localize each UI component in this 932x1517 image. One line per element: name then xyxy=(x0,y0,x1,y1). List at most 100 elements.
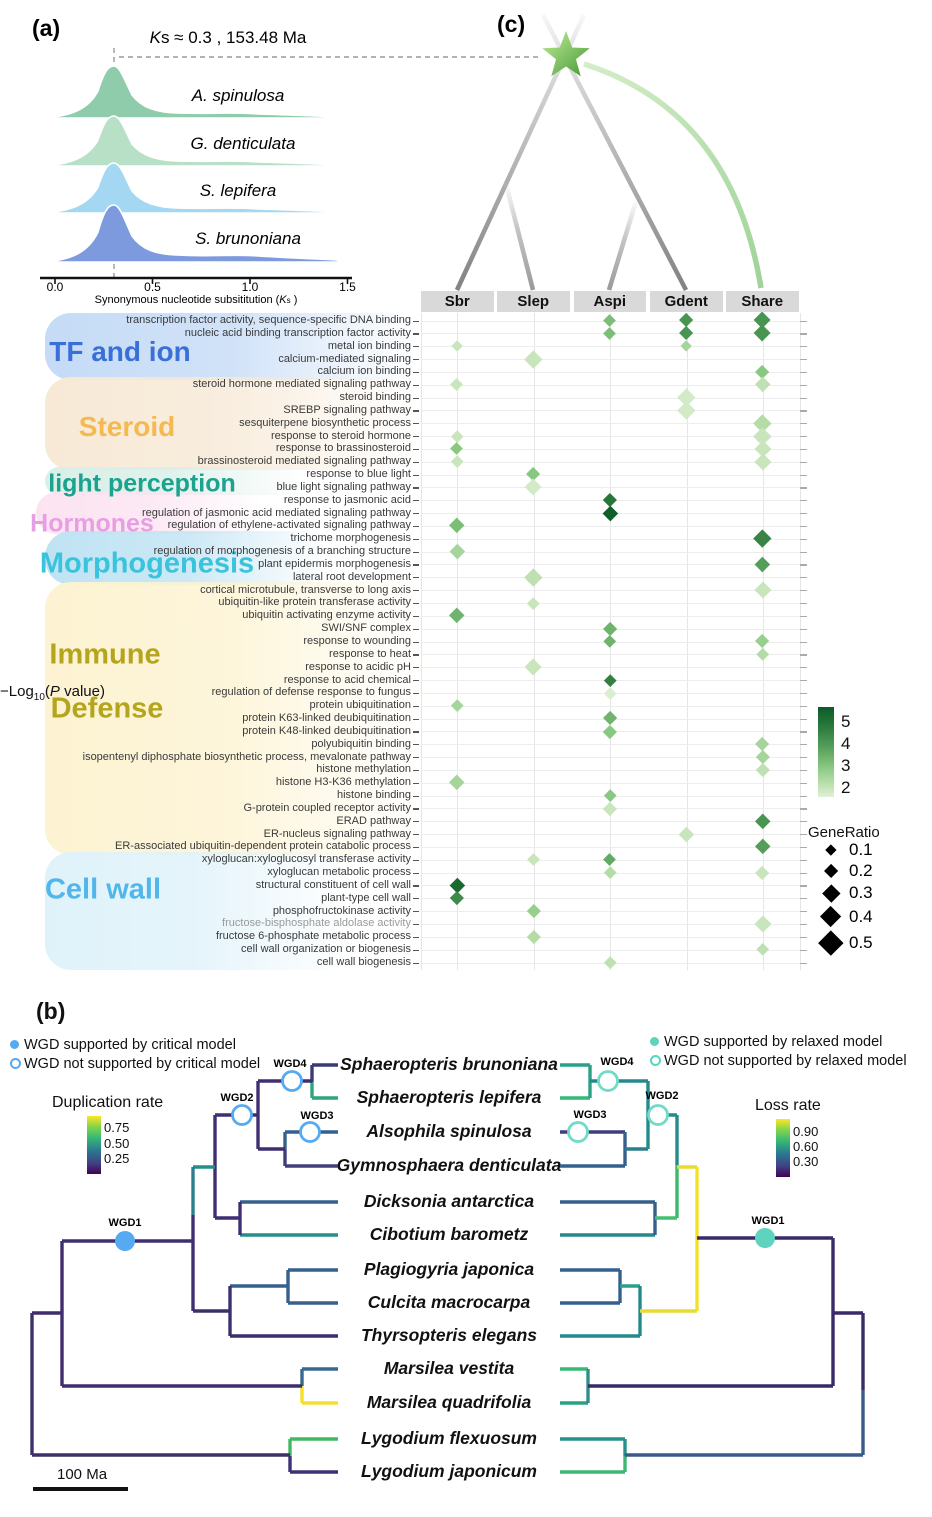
wgd3-label: WGD3 xyxy=(574,1109,607,1121)
go-term-label: response to blue light xyxy=(306,468,411,481)
row-tick-left xyxy=(413,641,419,643)
gridline-horizontal xyxy=(421,846,800,848)
row-tick-right xyxy=(800,564,807,566)
ridge-s-brunoniana xyxy=(43,204,345,263)
wgd3-label: WGD3 xyxy=(301,1110,334,1122)
row-tick-right xyxy=(800,320,807,322)
wgd3-open-circle xyxy=(299,1121,321,1143)
go-term-label: histone H3-K36 methylation xyxy=(275,776,411,789)
diamond-mark xyxy=(603,853,617,867)
gridline-horizontal xyxy=(421,949,800,951)
legend-relaxed-notsupported: WGD not supported by relaxed model xyxy=(664,1053,907,1069)
category-blob xyxy=(45,466,303,496)
diamond-mark xyxy=(524,568,543,587)
row-tick-right xyxy=(800,731,807,733)
diamond-mark xyxy=(524,658,543,676)
go-term-label: histone methylation xyxy=(316,763,411,776)
row-tick-left xyxy=(413,628,419,630)
go-term-label: calcium ion binding xyxy=(317,365,411,378)
pvalue-legend-title: −Log10(P value) xyxy=(0,683,105,703)
category-blob xyxy=(45,851,351,971)
category-label: Defense xyxy=(50,692,164,725)
pvalue-colorbar xyxy=(818,707,834,797)
generatio-value: 0.3 xyxy=(849,883,873,902)
wgd1-filled-circle xyxy=(755,1228,775,1248)
diamond-mark xyxy=(527,853,540,867)
gridline-horizontal xyxy=(421,538,800,540)
row-tick-left xyxy=(413,448,419,451)
row-tick-left xyxy=(413,692,419,695)
go-term-label: calcium-mediated signaling xyxy=(278,352,411,365)
diamond-mark xyxy=(603,634,617,649)
row-tick-left xyxy=(413,461,419,463)
row-tick-left xyxy=(413,423,419,425)
go-term-label: xyloglucan:xyloglucosyl transferase acti… xyxy=(201,853,411,866)
pvalue-tick: 4 xyxy=(841,734,851,753)
diamond-mark xyxy=(603,789,616,802)
loss-rate-colorbar xyxy=(776,1119,790,1177)
species-name: Culcita macrocarpa xyxy=(367,1292,531,1312)
row-tick-right xyxy=(800,423,807,425)
diamond-mark xyxy=(754,453,771,471)
species-name: Marsilea quadrifolia xyxy=(366,1392,532,1412)
row-tick-right xyxy=(800,744,807,746)
row-tick-right xyxy=(800,436,807,438)
wgd-markers-relaxed: WGD1 WGD2 WGD3 WGD4 xyxy=(567,1056,785,1248)
category-label: Cell wall xyxy=(44,873,162,906)
species-name: Cibotium barometz xyxy=(369,1224,529,1244)
column-header-sbr: Sbr xyxy=(421,291,494,312)
x-tick: 1.5 xyxy=(339,280,356,294)
go-term-label: response to acid chemical xyxy=(283,673,411,686)
row-tick-left xyxy=(413,923,419,926)
row-tick-right xyxy=(800,397,807,399)
category-blob xyxy=(45,376,417,470)
gridline-horizontal xyxy=(421,911,800,913)
row-tick-right xyxy=(800,359,807,361)
row-tick-right xyxy=(800,538,807,540)
scale-bar xyxy=(33,1487,128,1491)
gridline-horizontal xyxy=(421,821,800,823)
wgd4-open-circle xyxy=(281,1070,303,1092)
row-tick-right xyxy=(800,551,807,553)
diamond-mark xyxy=(754,915,771,933)
row-tick-right xyxy=(800,384,807,386)
row-tick-right xyxy=(800,577,807,579)
row-tick-right xyxy=(800,949,807,951)
row-tick-left xyxy=(413,436,419,438)
go-term-label: plant-type cell wall xyxy=(321,891,411,904)
loss-tick: 0.60 xyxy=(793,1139,819,1154)
gridline-horizontal xyxy=(421,667,800,669)
species-name: Thyrsopteris elegans xyxy=(360,1325,538,1345)
gridline-horizontal xyxy=(421,461,800,463)
species-name: Gymnosphaera denticulata xyxy=(336,1155,562,1175)
row-tick-left xyxy=(413,564,419,566)
wgd-markers-critical: WGD1 WGD2 WGD3 WGD4 xyxy=(109,1058,334,1251)
diamond-mark xyxy=(526,929,541,944)
go-term-label: phosphofructokinase activity xyxy=(272,904,411,917)
diamond-mark xyxy=(449,544,465,560)
row-tick-right xyxy=(800,782,807,784)
diamond-mark xyxy=(755,647,770,662)
category-label: Hormones xyxy=(30,509,154,538)
wgd4-open-circle xyxy=(597,1070,619,1092)
gridline-horizontal xyxy=(421,744,800,746)
column-header-aspi: Aspi xyxy=(573,291,646,312)
ridge-a-spinulosa xyxy=(43,65,345,119)
diamond-mark xyxy=(526,904,541,919)
category-blob xyxy=(45,530,327,586)
diamond-mark xyxy=(754,838,771,856)
loss-rate-title: Loss rate xyxy=(755,1097,821,1114)
row-tick-right xyxy=(800,641,807,643)
gridline-horizontal xyxy=(421,525,800,527)
wgd1-label: WGD1 xyxy=(109,1217,142,1229)
diamond-mark xyxy=(754,376,771,393)
diamond-mark xyxy=(678,826,695,842)
row-tick-left xyxy=(413,397,419,399)
category-blob xyxy=(45,312,417,380)
row-tick-left xyxy=(413,590,419,592)
go-term-label: cell wall biogenesis xyxy=(316,956,411,968)
diamond-mark xyxy=(603,866,616,879)
diamond-mark xyxy=(755,942,770,957)
gridline-horizontal xyxy=(421,782,800,784)
category-blob xyxy=(45,582,425,855)
